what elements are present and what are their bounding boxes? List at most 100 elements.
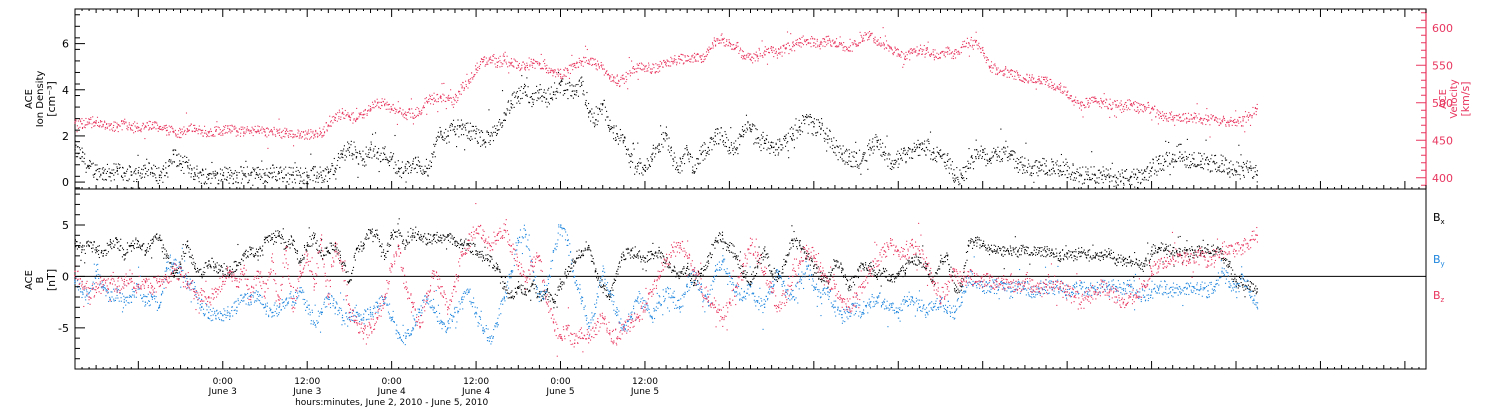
velocity-point <box>968 55 970 57</box>
ion-density-point <box>903 147 905 149</box>
ion-density-point <box>589 111 591 113</box>
ion-density-point <box>749 128 752 130</box>
velocity-point <box>359 114 361 116</box>
bx-point <box>130 244 132 247</box>
ion-density-point <box>717 128 719 130</box>
velocity-point <box>1019 74 1021 76</box>
velocity-point <box>1030 78 1032 80</box>
ion-density-point <box>856 164 858 166</box>
ion-density-point <box>728 149 731 151</box>
ion-density-point <box>480 145 482 147</box>
velocity-point <box>173 132 175 134</box>
ion-density-point <box>1058 165 1060 167</box>
ion-density-point <box>565 83 567 85</box>
velocity-point <box>1038 75 1040 78</box>
velocity-point <box>252 135 254 137</box>
velocity-point <box>205 129 207 132</box>
ion-density-point <box>568 81 570 83</box>
velocity-point <box>478 65 480 67</box>
bx-point <box>219 269 222 271</box>
ion-density-point <box>677 171 679 173</box>
ion-density-point <box>557 71 560 73</box>
ion-density-point <box>212 171 214 173</box>
ion-density-point <box>763 139 766 142</box>
ion-density-point <box>99 168 101 170</box>
ion-density-point <box>1032 172 1034 175</box>
velocity-point <box>683 62 685 64</box>
bx-point <box>320 255 322 257</box>
ion-density-point <box>1097 169 1099 171</box>
velocity-point <box>250 130 252 132</box>
ion-density-point <box>133 180 135 182</box>
ion-density-point <box>1239 178 1241 180</box>
velocity-point <box>953 53 955 55</box>
bx-point <box>185 244 187 246</box>
velocity-point <box>1126 104 1128 107</box>
ion-density-point <box>1076 168 1078 170</box>
velocity-point <box>387 108 389 110</box>
ion-density-point <box>498 129 500 131</box>
bx-point <box>175 271 177 273</box>
velocity-point <box>504 59 506 61</box>
bx-point <box>573 260 576 262</box>
velocity-point <box>605 72 607 74</box>
velocity-point <box>693 57 695 59</box>
velocity-point <box>990 65 992 67</box>
bx-point <box>115 237 118 239</box>
velocity-point <box>793 45 796 47</box>
bx-point <box>141 244 143 246</box>
velocity-point <box>370 109 372 111</box>
ion-density-point <box>1167 165 1169 167</box>
velocity-point <box>639 68 641 70</box>
velocity-point <box>222 133 224 135</box>
ion-density-point <box>677 165 679 167</box>
velocity-point <box>764 54 766 56</box>
ion-density-point <box>608 124 610 127</box>
ion-density-point <box>323 170 325 172</box>
ion-density-point <box>948 159 950 161</box>
ion-density-point <box>1159 154 1161 157</box>
bx-point <box>1080 251 1082 253</box>
velocity-point <box>926 47 928 49</box>
ion-density-point <box>953 180 955 182</box>
velocity-point <box>1105 98 1107 100</box>
ion-density-point <box>256 167 258 169</box>
velocity-point <box>1217 118 1219 120</box>
bx-point <box>95 247 97 249</box>
velocity-point <box>832 39 834 41</box>
velocity-point <box>558 73 560 75</box>
bx-point <box>140 245 142 247</box>
velocity-point <box>1200 117 1202 120</box>
velocity-point <box>873 38 875 40</box>
bx-point <box>953 288 956 290</box>
velocity-point <box>1037 81 1039 83</box>
velocity-point <box>927 51 929 53</box>
velocity-point <box>194 131 196 133</box>
ion-density-point <box>1154 169 1156 171</box>
velocity-point <box>124 118 126 120</box>
ion-density-point <box>1115 176 1118 179</box>
velocity-point <box>326 130 328 132</box>
ion-density-point <box>217 183 219 185</box>
ion-density-point <box>1172 158 1174 160</box>
velocity-point <box>747 56 750 58</box>
ion-density-point <box>1226 159 1228 161</box>
velocity-point <box>396 109 398 111</box>
velocity-point <box>410 116 412 118</box>
ion-density-point <box>1137 181 1139 184</box>
ion-density-point <box>370 141 372 143</box>
ion-density-point <box>860 173 862 175</box>
ion-density-point <box>271 172 273 174</box>
velocity-point <box>1202 123 1204 125</box>
velocity-point <box>1139 104 1141 107</box>
velocity-point <box>114 121 116 123</box>
velocity-point <box>1212 115 1214 117</box>
velocity-point <box>485 57 487 59</box>
ion-density-point <box>879 143 881 145</box>
ion-density-point <box>769 152 771 155</box>
bx-point <box>129 244 131 246</box>
velocity-point <box>1209 124 1211 126</box>
velocity-point <box>1070 94 1072 97</box>
ion-density-point <box>697 158 700 160</box>
ion-density-point <box>813 126 815 128</box>
